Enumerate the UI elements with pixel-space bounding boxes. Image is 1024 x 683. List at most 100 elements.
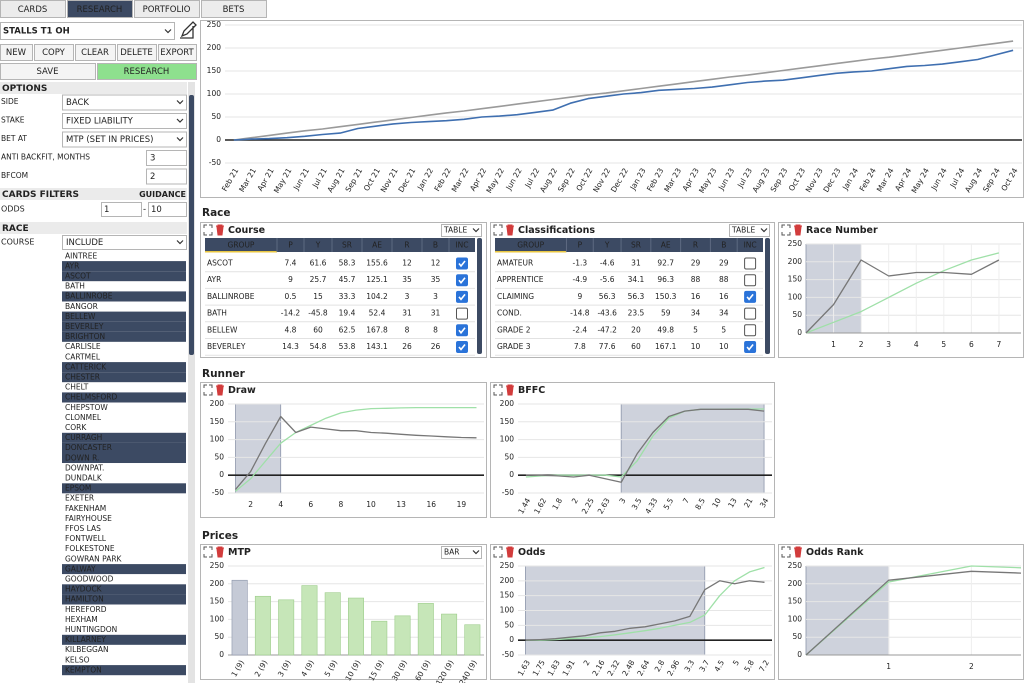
- course-option[interactable]: [62, 311, 186, 322]
- tab[interactable]: [0, 0, 66, 18]
- option-select[interactable]: [62, 131, 187, 148]
- scrollbar-thumb[interactable]: [189, 95, 194, 355]
- course-option[interactable]: [62, 634, 186, 645]
- table-cell: 34.1: [628, 275, 645, 284]
- course-option[interactable]: [62, 453, 186, 464]
- course-option[interactable]: [62, 432, 186, 443]
- course-option[interactable]: [62, 261, 186, 272]
- course-option[interactable]: [62, 463, 186, 474]
- course-option[interactable]: [62, 523, 186, 534]
- bar: [324, 592, 341, 656]
- option-input[interactable]: [146, 168, 187, 185]
- course-option[interactable]: [62, 331, 186, 342]
- delete-icon[interactable]: [506, 384, 514, 396]
- course-option[interactable]: [62, 554, 186, 565]
- course-option[interactable]: [62, 604, 186, 615]
- course-option[interactable]: [62, 513, 186, 524]
- course-option[interactable]: [62, 422, 186, 433]
- course-option[interactable]: [62, 291, 186, 302]
- delete-icon[interactable]: [794, 224, 802, 236]
- course-option[interactable]: [62, 493, 186, 504]
- delete-icon[interactable]: [506, 546, 514, 558]
- option-select[interactable]: [62, 113, 187, 129]
- strategy-select[interactable]: [0, 22, 175, 40]
- edit-icon[interactable]: [180, 21, 197, 39]
- course-option[interactable]: [62, 473, 186, 484]
- delete-icon[interactable]: [506, 224, 514, 236]
- course-option[interactable]: [62, 372, 186, 383]
- course-option[interactable]: [62, 341, 186, 352]
- course-option[interactable]: [62, 251, 186, 262]
- course-option[interactable]: [62, 362, 186, 373]
- delete-icon[interactable]: [216, 384, 224, 396]
- expand-icon[interactable]: [493, 224, 503, 236]
- course-option[interactable]: [62, 503, 186, 514]
- course-option[interactable]: [62, 402, 186, 413]
- course-option[interactable]: [62, 321, 186, 332]
- button[interactable]: [158, 44, 197, 61]
- delete-icon[interactable]: [794, 546, 802, 558]
- include-checkbox[interactable]: [744, 274, 757, 287]
- course-mode-select[interactable]: [62, 235, 187, 250]
- course-option[interactable]: [62, 564, 186, 575]
- course-option[interactable]: [62, 624, 186, 635]
- include-checkbox[interactable]: [744, 324, 757, 337]
- course-option[interactable]: [62, 352, 186, 363]
- research-button[interactable]: [97, 63, 197, 80]
- view-select[interactable]: [441, 224, 482, 237]
- include-checkbox[interactable]: [456, 307, 468, 320]
- course-option[interactable]: [62, 392, 186, 403]
- button[interactable]: [34, 44, 74, 61]
- series-line: [233, 49, 1014, 141]
- course-option[interactable]: [62, 271, 186, 282]
- course-option[interactable]: [62, 382, 186, 393]
- tab[interactable]: [201, 0, 267, 18]
- course-option[interactable]: [62, 644, 186, 655]
- expand-icon[interactable]: [203, 224, 213, 236]
- expand-icon[interactable]: [781, 224, 791, 236]
- expand-icon[interactable]: [203, 546, 213, 558]
- course-option[interactable]: [62, 483, 186, 494]
- course-option[interactable]: [62, 543, 186, 554]
- tab[interactable]: [134, 0, 200, 18]
- option-select[interactable]: [62, 94, 187, 111]
- include-checkbox[interactable]: [744, 307, 757, 320]
- course-option[interactable]: [62, 614, 186, 625]
- view-select[interactable]: [729, 224, 770, 237]
- course-option[interactable]: [62, 412, 186, 423]
- button[interactable]: [75, 44, 116, 61]
- section-title: Prices: [202, 530, 238, 542]
- delete-icon[interactable]: [216, 224, 224, 236]
- column-header: Y: [604, 241, 610, 250]
- odds-min-input[interactable]: [101, 202, 142, 217]
- table-cell: 35: [431, 275, 441, 284]
- course-option[interactable]: [62, 442, 186, 453]
- course-option[interactable]: [62, 584, 186, 595]
- option-input[interactable]: [146, 150, 187, 166]
- button[interactable]: [0, 44, 33, 61]
- course-option[interactable]: [62, 574, 186, 585]
- course-option[interactable]: [62, 301, 186, 312]
- odds-max-input[interactable]: [148, 202, 187, 217]
- course-name: CHELMSFORD: [65, 393, 117, 402]
- course-option[interactable]: [62, 533, 186, 544]
- expand-icon[interactable]: [493, 546, 503, 558]
- course-option[interactable]: [62, 665, 186, 676]
- table-cell: 26: [402, 342, 412, 351]
- course-option[interactable]: [62, 655, 186, 666]
- expand-icon[interactable]: [781, 546, 791, 558]
- course-option[interactable]: [62, 281, 186, 292]
- tab[interactable]: [67, 0, 133, 18]
- course-option[interactable]: [62, 594, 186, 605]
- button[interactable]: [117, 44, 157, 61]
- view-select[interactable]: [441, 546, 482, 559]
- save-button[interactable]: [0, 63, 96, 80]
- delete-icon[interactable]: [216, 546, 224, 558]
- y-tick-label: 200: [210, 579, 225, 588]
- include-checkbox[interactable]: [744, 257, 757, 270]
- expand-icon[interactable]: [203, 384, 213, 396]
- series-line: [235, 415, 477, 490]
- expand-icon[interactable]: [493, 384, 503, 396]
- view-label: TABLE: [731, 226, 755, 235]
